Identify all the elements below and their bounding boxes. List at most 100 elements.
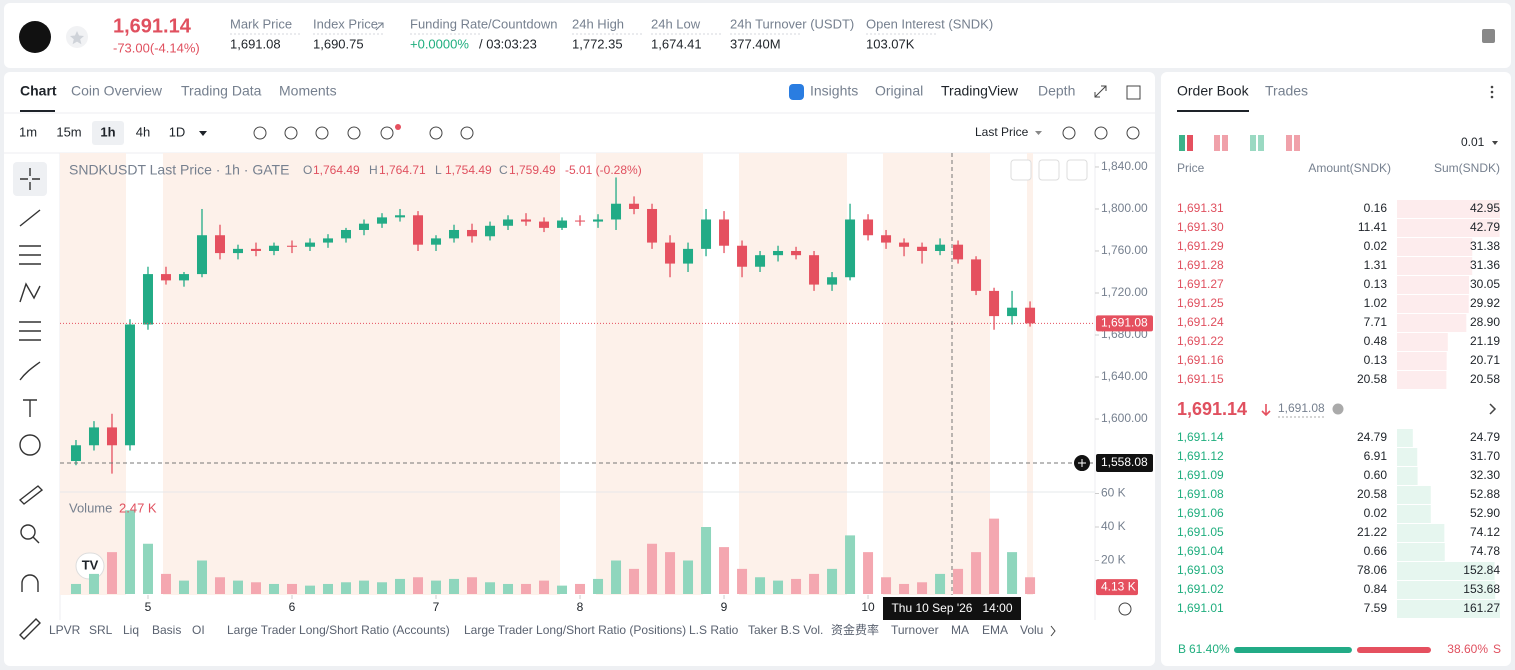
- toolbar-icon[interactable]: [315, 126, 329, 140]
- drawing-tools[interactable]: [13, 162, 47, 640]
- toolbar-icon[interactable]: [1062, 126, 1076, 140]
- top-bar: [4, 3, 1511, 68]
- interval[interactable]: 4h: [136, 124, 150, 139]
- notes-icon[interactable]: [1482, 29, 1495, 43]
- pane-button[interactable]: [1066, 159, 1088, 181]
- book-price[interactable]: 1,691.05: [1177, 525, 1224, 539]
- interval[interactable]: 15m: [56, 124, 81, 139]
- book-price[interactable]: 1,691.24: [1177, 315, 1224, 329]
- view-toggle[interactable]: [1214, 135, 1220, 151]
- dynamic-layer: 1,691.14 -73.00(-4.14%) Mark Price 1,691.08…: [19, 15, 1501, 656]
- toolbar-icon[interactable]: [1094, 126, 1108, 140]
- book-price[interactable]: 1,691.29: [1177, 239, 1224, 253]
- indicator[interactable]: L.S Ratio: [689, 623, 739, 637]
- interval[interactable]: 1h: [100, 124, 115, 139]
- toolbar-icon[interactable]: [1126, 126, 1140, 140]
- book-price[interactable]: 1,691.06: [1177, 506, 1224, 520]
- precision-caret[interactable]: [1492, 141, 1498, 145]
- book-price[interactable]: 1,691.22: [1177, 334, 1224, 348]
- book-price[interactable]: 1,691.14: [1177, 430, 1224, 444]
- volume-bar: [467, 577, 478, 594]
- book-price[interactable]: 1,691.01: [1177, 601, 1224, 615]
- book-price[interactable]: 1,691.12: [1177, 449, 1224, 463]
- indicator[interactable]: EMA: [982, 623, 1008, 637]
- indicator[interactable]: LPVR: [49, 623, 81, 637]
- book-price[interactable]: 1,691.03: [1177, 563, 1224, 577]
- indicator[interactable]: Large Trader Long/Short Ratio (Positions…: [464, 623, 686, 637]
- indicator[interactable]: Liq: [123, 623, 139, 637]
- book-sum: 152.84: [1463, 563, 1500, 577]
- interval[interactable]: 1D: [169, 124, 186, 139]
- toolbar-icon[interactable]: [253, 126, 267, 140]
- precision[interactable]: 0.01: [1461, 135, 1485, 149]
- book-price[interactable]: 1,691.31: [1177, 201, 1224, 215]
- down-arrow: [1261, 404, 1271, 417]
- candle-body: [611, 203, 622, 220]
- book-price[interactable]: 1,691.27: [1177, 277, 1224, 291]
- view-toggle[interactable]: [1294, 135, 1300, 151]
- book-tab[interactable]: Order Book: [1177, 83, 1250, 99]
- view-toggle[interactable]: [1179, 135, 1185, 151]
- menu-dot[interactable]: [1490, 95, 1494, 99]
- interval-caret[interactable]: [199, 131, 207, 136]
- menu-dot[interactable]: [1490, 90, 1494, 94]
- candle-body: [232, 248, 243, 254]
- indicator[interactable]: MA: [951, 623, 969, 637]
- indicator[interactable]: Volu: [1020, 623, 1043, 637]
- tab[interactable]: Coin Overview: [71, 83, 163, 99]
- book-price[interactable]: 1,691.04: [1177, 544, 1224, 558]
- book-price[interactable]: 1,691.28: [1177, 258, 1224, 272]
- pane-button[interactable]: [1038, 159, 1060, 181]
- price-source[interactable]: Last Price: [975, 125, 1029, 139]
- interval[interactable]: 1m: [19, 124, 37, 139]
- view-tab[interactable]: Depth: [1038, 83, 1075, 99]
- toolbar-icon[interactable]: [460, 126, 474, 140]
- view-toggle[interactable]: [1286, 135, 1292, 151]
- toolbar-icon[interactable]: [380, 126, 394, 140]
- ohlc-value: 1,759.49: [509, 163, 556, 177]
- depth-bar: [1397, 562, 1495, 580]
- indicator[interactable]: OI: [192, 623, 205, 637]
- tab[interactable]: Chart: [20, 83, 57, 99]
- view-tab[interactable]: TradingView: [941, 83, 1019, 99]
- indicator[interactable]: Basis: [152, 623, 181, 637]
- mid-more[interactable]: [1489, 403, 1497, 415]
- stat-label: Mark Price: [230, 16, 292, 31]
- book-price[interactable]: 1,691.08: [1177, 487, 1224, 501]
- book-tab[interactable]: Trades: [1265, 83, 1308, 99]
- toolbar-icon[interactable]: [347, 126, 361, 140]
- source-caret[interactable]: [1035, 131, 1042, 135]
- indicator[interactable]: Turnover: [891, 623, 939, 637]
- volume-bar: [1025, 577, 1036, 594]
- indicator-more[interactable]: [1050, 625, 1056, 637]
- candle-body: [737, 245, 748, 267]
- view-toggle[interactable]: [1187, 135, 1193, 151]
- volume-bar: [196, 560, 207, 594]
- book-price[interactable]: 1,691.02: [1177, 582, 1224, 596]
- indicator[interactable]: SRL: [89, 623, 113, 637]
- tab[interactable]: Moments: [279, 83, 337, 99]
- candle-body: [106, 427, 117, 446]
- book-price[interactable]: 1,691.25: [1177, 296, 1224, 310]
- tab[interactable]: Trading Data: [181, 83, 262, 99]
- window-icon[interactable]: [1126, 85, 1141, 100]
- pane-button[interactable]: [1010, 159, 1032, 181]
- view-toggle[interactable]: [1258, 135, 1264, 151]
- book-price[interactable]: 1,691.15: [1177, 372, 1224, 386]
- indicator[interactable]: 资金费率: [831, 622, 879, 637]
- view-tab[interactable]: Original: [875, 83, 923, 99]
- toolbar-icon[interactable]: [284, 126, 298, 140]
- fullscreen-icon[interactable]: [1094, 85, 1107, 98]
- toolbar-icon[interactable]: [429, 126, 443, 140]
- book-price[interactable]: 1,691.30: [1177, 220, 1224, 234]
- view-toggle[interactable]: [1222, 135, 1228, 151]
- settings-icon[interactable]: [1118, 602, 1132, 616]
- book-price[interactable]: 1,691.09: [1177, 468, 1224, 482]
- indicator[interactable]: Large Trader Long/Short Ratio (Accounts): [227, 623, 450, 637]
- coin-logo[interactable]: [19, 21, 51, 53]
- view-toggle[interactable]: [1250, 135, 1256, 151]
- menu-dot[interactable]: [1490, 85, 1494, 89]
- book-price[interactable]: 1,691.16: [1177, 353, 1224, 367]
- indicator[interactable]: Taker B.S Vol.: [748, 623, 823, 637]
- view-tab[interactable]: Insights: [810, 83, 858, 99]
